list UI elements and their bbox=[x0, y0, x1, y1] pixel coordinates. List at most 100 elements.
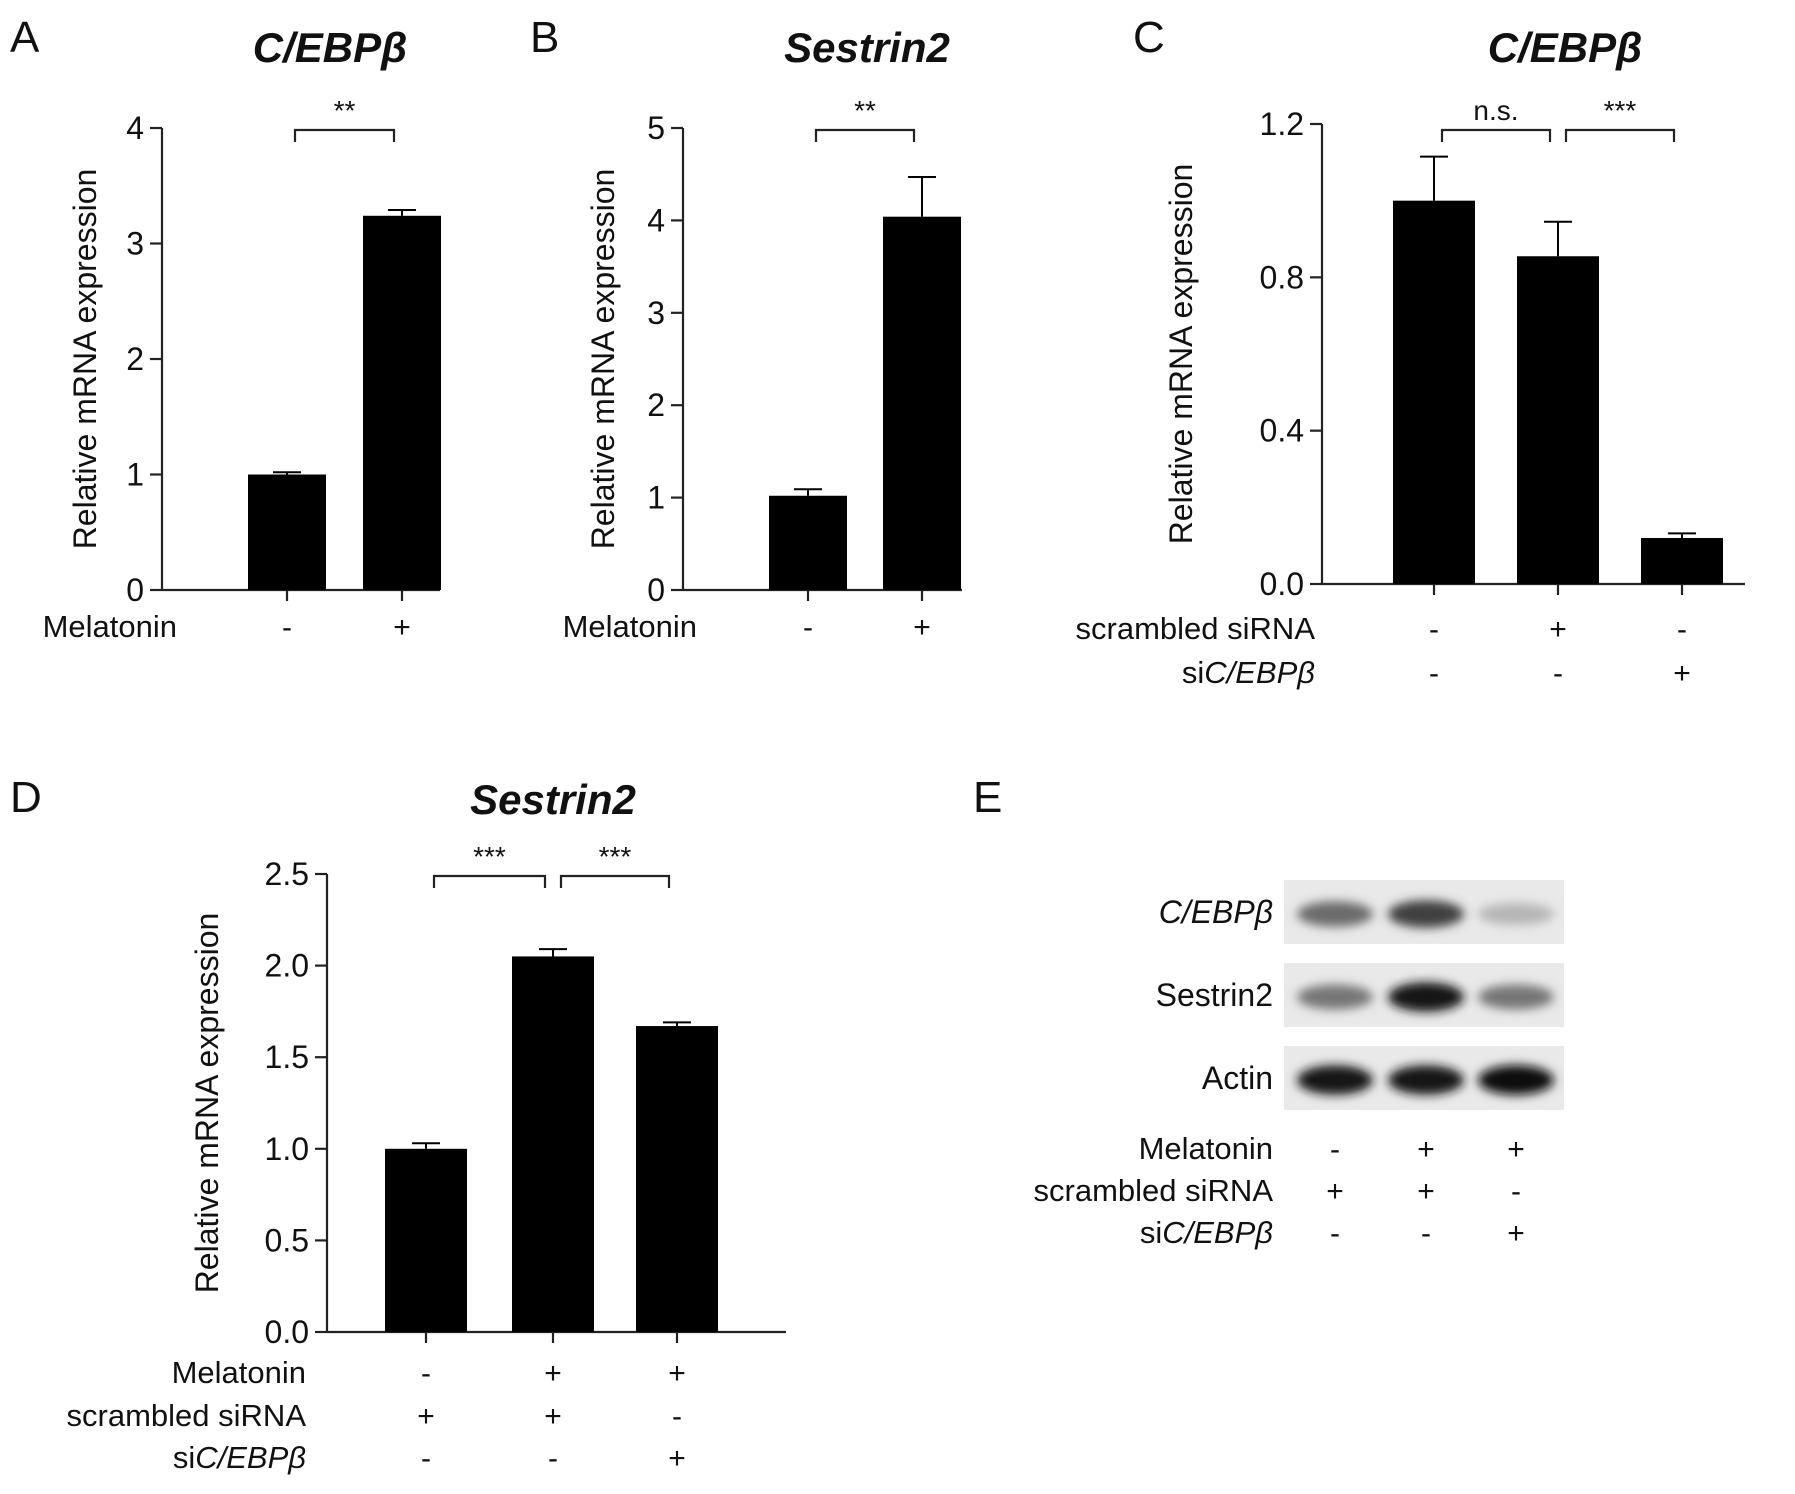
y-tick-label: 1.5 bbox=[265, 1039, 309, 1075]
y-tick-label: 2.0 bbox=[265, 948, 309, 984]
condition-mark: + bbox=[1326, 1175, 1344, 1208]
condition-name: C/EBPβ bbox=[1204, 655, 1315, 690]
condition-prefix: si bbox=[173, 1440, 195, 1475]
condition-mark: + bbox=[1417, 1175, 1435, 1208]
bar bbox=[636, 1026, 718, 1332]
condition-label: siC/EBPβ bbox=[1140, 1215, 1273, 1250]
condition-mark: - bbox=[803, 611, 813, 644]
condition-mark: + bbox=[544, 1400, 562, 1433]
blot-row-label: C/EBPβ bbox=[1159, 894, 1273, 930]
y-tick-label: 0 bbox=[647, 572, 665, 608]
y-axis-label: Relative mRNA expression bbox=[1163, 164, 1199, 545]
significance-bracket bbox=[814, 128, 916, 142]
blot-band bbox=[1478, 1065, 1554, 1095]
y-tick-label: 3 bbox=[647, 295, 665, 331]
y-tick-label: 4 bbox=[647, 202, 665, 238]
panel-label: B bbox=[530, 13, 559, 62]
significance-bracket bbox=[1564, 128, 1676, 142]
condition-mark: - bbox=[548, 1442, 558, 1475]
y-tick-label: 1 bbox=[647, 480, 665, 516]
y-axis-label: Relative mRNA expression bbox=[67, 169, 103, 550]
condition-mark: - bbox=[282, 611, 292, 644]
bar bbox=[363, 215, 441, 590]
condition-mark: - bbox=[1511, 1175, 1521, 1208]
chart-title: C/EBPβ bbox=[253, 24, 407, 71]
condition-name: scrambled siRNA bbox=[67, 1398, 307, 1433]
blot-band bbox=[1388, 900, 1464, 928]
y-axis-label: Relative mRNA expression bbox=[189, 913, 225, 1294]
condition-label: scrambled siRNA bbox=[1076, 611, 1316, 646]
condition-mark: - bbox=[421, 1442, 431, 1475]
blot-row-label: Actin bbox=[1202, 1060, 1273, 1096]
y-tick-label: 0.4 bbox=[1260, 413, 1304, 449]
panel-c: C C/EBPβ Relative mRNA expression 0.0 0.4 0.… bbox=[1076, 13, 1745, 690]
condition-mark: - bbox=[1553, 657, 1563, 690]
condition-label: scrambled siRNA bbox=[1034, 1173, 1274, 1208]
condition-mark: - bbox=[421, 1357, 431, 1390]
panel-a: A C/EBPβ Relative mRNA expression 0 1 2 3 4 Mel… bbox=[10, 13, 441, 644]
y-tick-label: 2.5 bbox=[265, 856, 309, 892]
condition-name: C/EBPβ bbox=[195, 1440, 306, 1475]
significance-label: n.s. bbox=[1473, 95, 1518, 126]
bar bbox=[385, 1148, 467, 1332]
y-tick-label: 0.8 bbox=[1260, 259, 1304, 295]
chart-title: Sestrin2 bbox=[784, 24, 950, 71]
condition-mark: + bbox=[544, 1357, 562, 1390]
condition-name: Melatonin bbox=[563, 609, 697, 644]
blot-band bbox=[1297, 1065, 1373, 1095]
y-tick-label: 2 bbox=[126, 341, 144, 377]
condition-label: scrambled siRNA bbox=[67, 1398, 307, 1433]
significance-label: ** bbox=[854, 95, 876, 126]
condition-name: scrambled siRNA bbox=[1034, 1173, 1274, 1208]
y-tick-label: 0 bbox=[126, 572, 144, 608]
bar bbox=[769, 495, 847, 590]
condition-prefix: si bbox=[1182, 655, 1204, 690]
condition-mark: + bbox=[1417, 1133, 1435, 1166]
significance-label: *** bbox=[599, 841, 632, 872]
significance-bracket bbox=[1440, 128, 1552, 142]
condition-name: C/EBPβ bbox=[1162, 1215, 1273, 1250]
y-tick-label: 1 bbox=[126, 457, 144, 493]
blot-row-label: Sestrin2 bbox=[1156, 977, 1273, 1013]
bar bbox=[248, 474, 326, 590]
significance-label: *** bbox=[1604, 95, 1637, 126]
condition-mark: + bbox=[1507, 1133, 1525, 1166]
condition-label: Melatonin bbox=[172, 1355, 306, 1390]
blot-band bbox=[1297, 901, 1373, 927]
condition-label: siC/EBPβ bbox=[173, 1440, 306, 1475]
condition-name: Melatonin bbox=[1139, 1131, 1273, 1166]
panel-label: E bbox=[973, 773, 1002, 822]
condition-prefix: si bbox=[1140, 1215, 1162, 1250]
blot-band bbox=[1388, 1065, 1464, 1095]
panel-b: B Sestrin2 Relative mRNA expression 0 1 2 3 4 5… bbox=[530, 13, 962, 644]
condition-mark: - bbox=[1429, 657, 1439, 690]
y-tick-label: 1.0 bbox=[265, 1131, 309, 1167]
condition-mark: + bbox=[668, 1442, 686, 1475]
significance-label: *** bbox=[473, 841, 506, 872]
panel-e: E C/EBPβ Sestrin2 Actin Melatonin - + + scrambl… bbox=[973, 773, 1564, 1250]
condition-mark: + bbox=[668, 1357, 686, 1390]
y-tick-label: 0.5 bbox=[265, 1222, 309, 1258]
blot-band bbox=[1297, 984, 1373, 1010]
y-tick-label: 0.0 bbox=[265, 1314, 309, 1350]
condition-mark: - bbox=[1421, 1217, 1431, 1250]
panel-label: D bbox=[10, 773, 42, 822]
y-tick-label: 0.0 bbox=[1260, 566, 1304, 602]
significance-bracket bbox=[432, 874, 547, 888]
y-tick-label: 3 bbox=[126, 226, 144, 262]
y-tick-label: 2 bbox=[647, 387, 665, 423]
condition-mark: + bbox=[393, 611, 411, 644]
condition-label: siC/EBPβ bbox=[1182, 655, 1315, 690]
y-tick-label: 1.2 bbox=[1260, 106, 1304, 142]
condition-label: Melatonin bbox=[1139, 1131, 1273, 1166]
condition-mark: - bbox=[672, 1400, 682, 1433]
condition-mark: + bbox=[1673, 657, 1691, 690]
bar bbox=[1641, 538, 1723, 584]
panel-label: C bbox=[1133, 13, 1165, 62]
blot-band bbox=[1478, 984, 1554, 1010]
condition-mark: + bbox=[417, 1400, 435, 1433]
condition-label: Melatonin bbox=[563, 609, 697, 644]
bar bbox=[1517, 256, 1599, 584]
condition-label: Melatonin bbox=[43, 609, 177, 644]
